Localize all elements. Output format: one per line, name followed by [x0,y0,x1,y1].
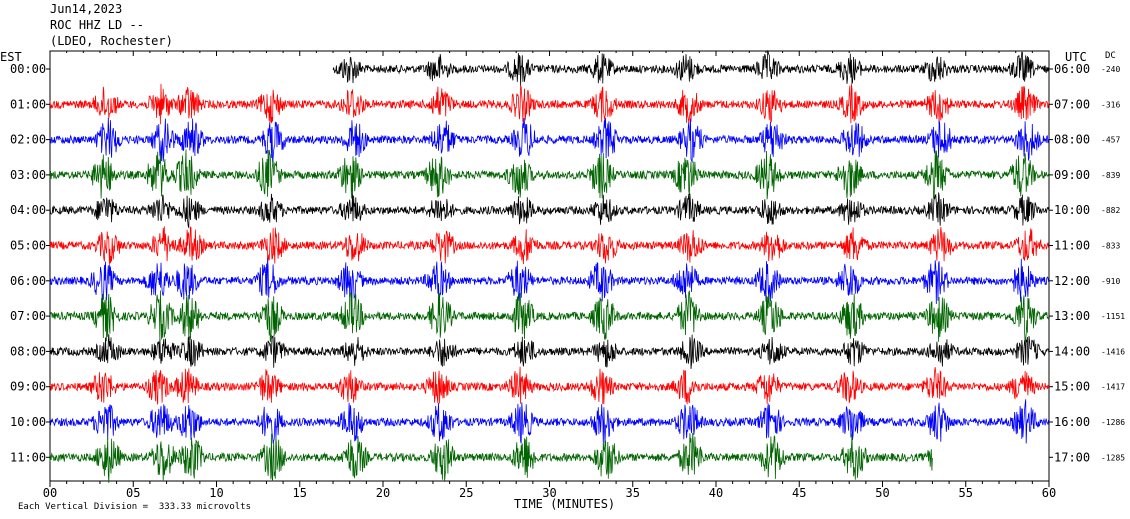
dc-value-label: -1286 [1101,418,1125,427]
dc-value-label: -240 [1101,65,1120,74]
dc-value-label: -1416 [1101,347,1125,356]
utc-tick-label: 10:00 [1054,203,1090,217]
utc-tick-label: 14:00 [1054,344,1090,358]
right-axis-label: UTC [1065,50,1087,64]
utc-tick-label: 12:00 [1054,274,1090,288]
utc-tick-label: 07:00 [1054,97,1090,111]
est-tick-label: 10:00 [10,415,46,429]
dc-value-label: -1285 [1101,453,1125,462]
x-tick-label: 45 [792,486,806,500]
trace-row-9 [49,366,1050,405]
trace-row-2 [49,117,1050,163]
x-tick-label: 55 [959,486,973,500]
est-tick-label: 09:00 [10,380,46,394]
trace-row-8 [49,334,1050,369]
utc-tick-label: 06:00 [1054,62,1090,76]
utc-tick-label: 15:00 [1054,380,1090,394]
dc-value-label: -882 [1101,206,1120,215]
x-tick-label: 00 [43,486,57,500]
dc-value-label: -833 [1101,242,1120,251]
est-tick-label: 01:00 [10,97,46,111]
x-tick-label: 25 [459,486,473,500]
utc-tick-label: 08:00 [1054,133,1090,147]
header-date: Jun14,2023 [50,2,123,16]
trace-row-7 [49,290,1050,343]
dc-value-label: -839 [1101,171,1120,180]
x-tick-label: 10 [209,486,223,500]
trace-row-11 [49,432,933,483]
x-tick-label: 50 [875,486,889,500]
x-tick-label: 20 [376,486,390,500]
x-axis-title: TIME (MINUTES) [514,497,616,511]
trace-row-1 [49,83,1050,125]
x-tick-label: 30 [542,486,556,500]
dc-value-label: -910 [1101,277,1120,286]
dc-value-label: -457 [1101,136,1120,145]
est-tick-label: 07:00 [10,309,46,323]
utc-tick-label: 17:00 [1054,450,1090,464]
est-tick-label: 05:00 [10,239,46,253]
x-tick-label: 40 [709,486,723,500]
utc-tick-label: 09:00 [1054,168,1090,182]
dc-value-label: -316 [1101,100,1120,109]
utc-tick-label: 16:00 [1054,415,1090,429]
est-tick-label: 02:00 [10,133,46,147]
left-axis-label: EST [0,50,22,64]
est-tick-label: 00:00 [10,62,46,76]
plot-frame [49,50,1050,482]
trace-row-6 [49,258,1050,305]
est-tick-label: 04:00 [10,203,46,217]
trace-row-0 [332,49,1050,86]
dc-value-label: -1151 [1101,312,1125,321]
dc-label: DC [1105,51,1116,61]
est-tick-label: 03:00 [10,168,46,182]
trace-row-3 [49,149,1050,200]
x-tick-label: 05 [126,486,140,500]
trace-row-10 [49,399,1050,445]
est-tick-label: 06:00 [10,274,46,288]
x-tick-label: 15 [293,486,307,500]
trace-row-5 [49,226,1050,265]
est-tick-label: 08:00 [10,344,46,358]
trace-row-4 [49,192,1050,229]
est-tick-label: 11:00 [10,450,46,464]
header-network: (LDEO, Rochester) [50,34,173,48]
x-tick-label: 35 [626,486,640,500]
x-tick-label: 60 [1042,486,1056,500]
utc-tick-label: 11:00 [1054,239,1090,253]
dc-value-label: -1417 [1101,383,1125,392]
utc-tick-label: 13:00 [1054,309,1090,323]
header-station: ROC HHZ LD -- [50,18,144,32]
footer-note: Each Vertical Division = 333.33 microvol… [18,502,251,512]
